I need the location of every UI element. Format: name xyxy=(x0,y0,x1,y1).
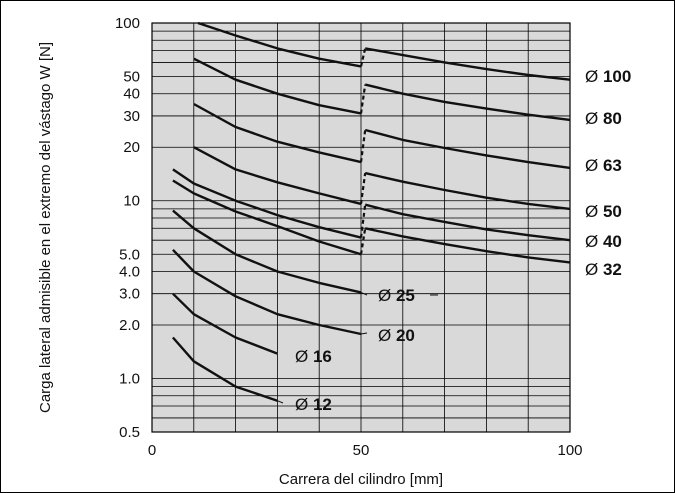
series-size: 25 xyxy=(396,286,415,305)
series-size: 16 xyxy=(313,347,332,366)
label-leader xyxy=(277,400,284,404)
series-line xyxy=(172,248,362,336)
series-line xyxy=(193,146,362,206)
x-tick-labels: 0 50 100 xyxy=(148,442,583,459)
series-label: Ø 40 xyxy=(585,232,622,251)
series-line xyxy=(197,21,362,68)
series-line xyxy=(172,168,362,239)
y-tick-label: 2.0 xyxy=(119,317,140,334)
y-tick-label: 4.0 xyxy=(119,263,140,280)
y-tick-label: 50 xyxy=(123,69,140,86)
x-tick-label: 100 xyxy=(557,442,582,459)
series-line xyxy=(171,336,278,402)
diameter-symbol: Ø xyxy=(295,347,313,366)
transition-line xyxy=(359,204,367,238)
series-label: Ø 80 xyxy=(585,109,622,128)
diameter-symbol: Ø xyxy=(378,326,396,345)
series-line xyxy=(364,83,571,122)
y-tick-label: 1.0 xyxy=(119,370,140,387)
series-lines xyxy=(171,21,571,402)
diameter-symbol: Ø xyxy=(378,286,396,305)
series-size: 80 xyxy=(603,109,622,128)
series-labels: Ø 12Ø 16Ø 20Ø 25Ø 32Ø 40Ø 50Ø 63Ø 80Ø 10… xyxy=(277,67,631,414)
y-tick-label: 0.5 xyxy=(119,424,140,441)
series-size: 40 xyxy=(603,232,622,251)
series-label: Ø 16 xyxy=(295,347,332,366)
series-line xyxy=(193,102,362,164)
y-tick-label: 5.0 xyxy=(119,246,140,263)
series-line xyxy=(172,292,278,355)
diameter-symbol: Ø xyxy=(585,232,603,251)
y-tick-label: 20 xyxy=(123,139,140,156)
diameter-symbol: Ø xyxy=(585,109,603,128)
diameter-symbol: Ø xyxy=(585,260,603,279)
diameter-symbol: Ø xyxy=(585,202,603,221)
y-tick-label: 10 xyxy=(123,193,140,210)
series-size: 32 xyxy=(603,260,622,279)
y-tick-label: 40 xyxy=(123,86,140,103)
series-label: Ø 32 xyxy=(585,260,622,279)
series-label: Ø 50 xyxy=(585,202,622,221)
series-line xyxy=(364,203,571,242)
diameter-symbol: Ø xyxy=(585,67,603,86)
y-tick-label: 100 xyxy=(115,15,140,32)
series-line xyxy=(193,57,362,115)
transition-line xyxy=(359,48,367,67)
series-size: 20 xyxy=(396,326,415,345)
transition-line xyxy=(359,228,367,255)
transition-line xyxy=(359,129,367,163)
diameter-symbol: Ø xyxy=(295,395,313,414)
series-line xyxy=(364,227,571,264)
transition-line xyxy=(359,172,367,205)
y-tick-label: 30 xyxy=(123,108,140,125)
y-tick-label: 3.0 xyxy=(119,286,140,303)
series-label: Ø 12 xyxy=(295,395,332,414)
series-line xyxy=(364,171,571,211)
series-line xyxy=(172,209,362,294)
series-label: Ø 25 xyxy=(378,286,415,305)
transition-line xyxy=(359,84,367,114)
series-line xyxy=(364,47,571,81)
series-size: 50 xyxy=(603,202,622,221)
series-label: Ø 20 xyxy=(378,326,415,345)
x-tick-label: 0 xyxy=(148,442,156,459)
label-leader xyxy=(360,332,368,335)
series-size: 63 xyxy=(603,156,622,175)
series-label: Ø 63 xyxy=(585,156,622,175)
series-size: 12 xyxy=(313,395,332,414)
x-tick-label: 50 xyxy=(353,442,370,459)
series-size: 100 xyxy=(603,67,631,86)
diameter-symbol: Ø xyxy=(585,156,603,175)
y-axis-title: Carga lateral admisible en el extremo de… xyxy=(37,42,54,413)
label-leader xyxy=(360,291,368,296)
series-label: Ø 100 xyxy=(585,67,631,86)
series-line xyxy=(172,179,362,256)
x-axis-title: Carrera del cilindro [mm] xyxy=(279,471,443,488)
series-line xyxy=(364,128,571,170)
